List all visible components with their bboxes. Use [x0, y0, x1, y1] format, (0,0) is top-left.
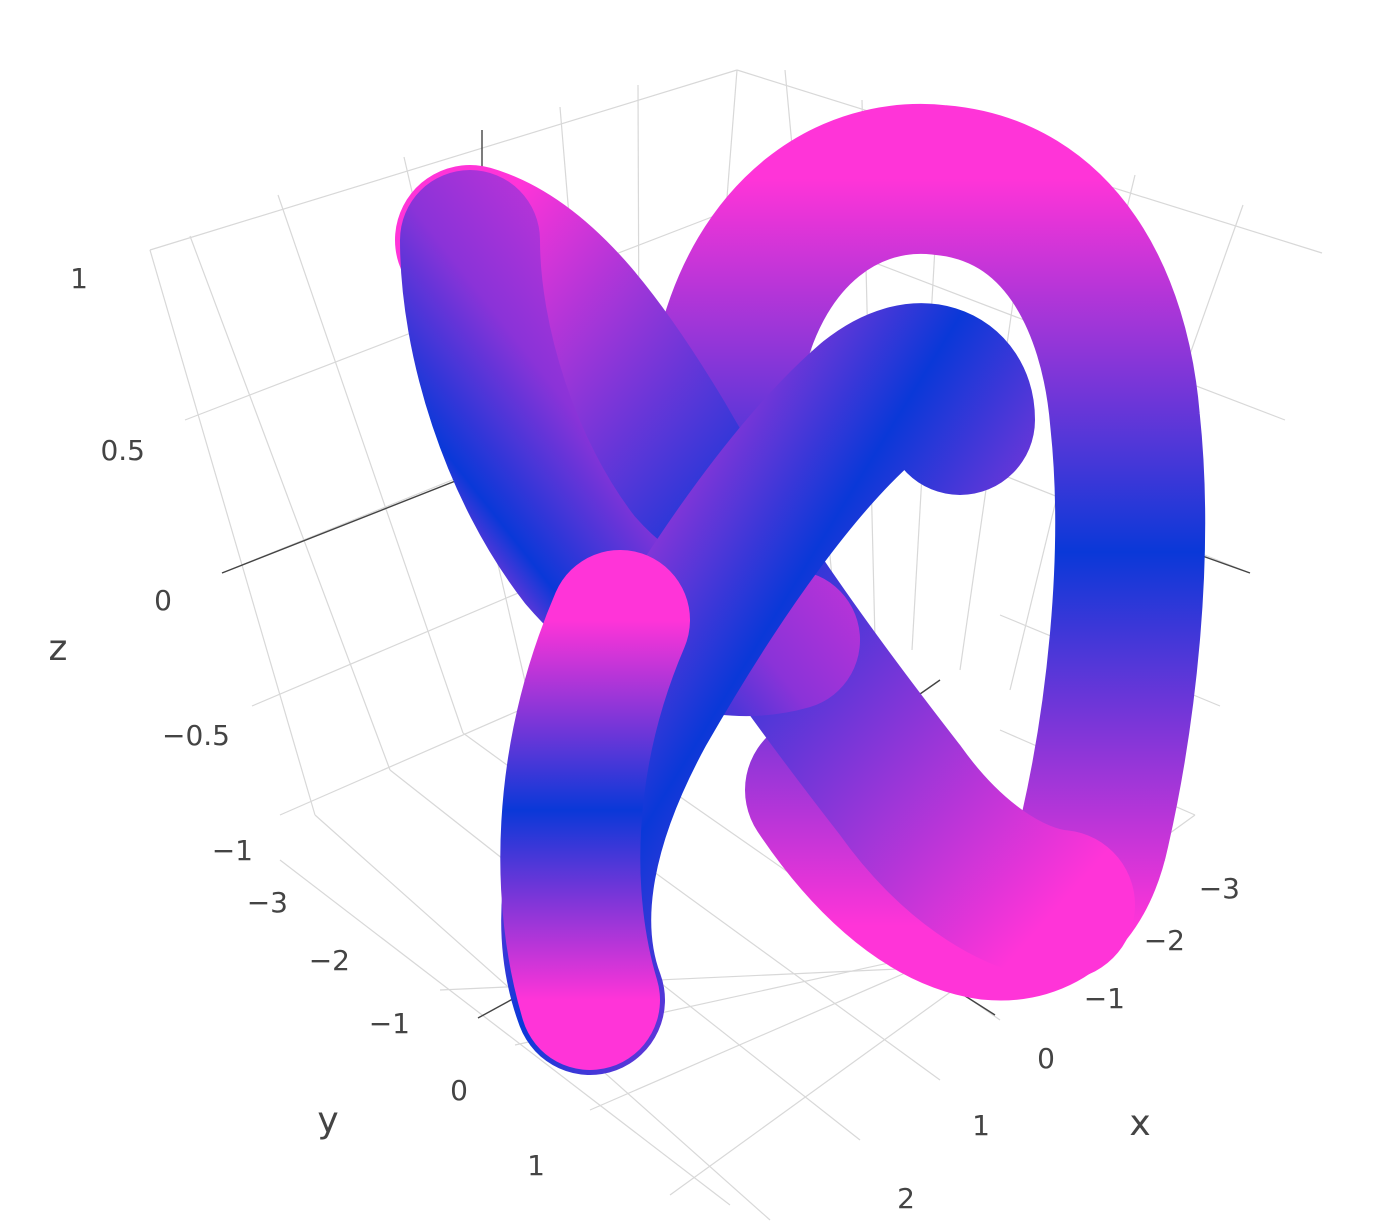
x-tick-label: 1 [972, 1109, 990, 1142]
y-axis-ticks: −3 −2 −1 0 1 y [247, 886, 545, 1182]
x-tick-label: 0 [1037, 1042, 1055, 1075]
y-tick-label: −1 [369, 1007, 410, 1040]
y-tick-label: 0 [450, 1074, 468, 1107]
y-axis-title: y [317, 1100, 338, 1141]
y-tick-label: 1 [527, 1149, 545, 1182]
x-axis-ticks: −3 −2 −1 0 1 2 x [897, 872, 1240, 1215]
knot-surface[interactable] [395, 104, 1206, 1075]
z-tick-label: −1 [212, 834, 253, 867]
z-axis-title: z [49, 628, 68, 669]
z-axis-ticks: 1 0.5 0 −0.5 −1 z [49, 262, 253, 867]
x-tick-label: 2 [897, 1182, 915, 1215]
knot-strand-bottom-curl [500, 550, 690, 1070]
z-tick-label: −0.5 [162, 719, 230, 752]
y-tick-label: −2 [309, 944, 350, 977]
x-tick-label: −2 [1144, 924, 1185, 957]
z-tick-label: 0 [154, 584, 172, 617]
z-tick-label: 1 [70, 262, 88, 295]
y-tick-label: −3 [247, 886, 288, 919]
z-tick-label: 0.5 [100, 434, 145, 467]
x-tick-label: −3 [1199, 872, 1240, 905]
x-axis-title: x [1129, 1103, 1150, 1144]
x-tick-label: −1 [1084, 982, 1125, 1015]
